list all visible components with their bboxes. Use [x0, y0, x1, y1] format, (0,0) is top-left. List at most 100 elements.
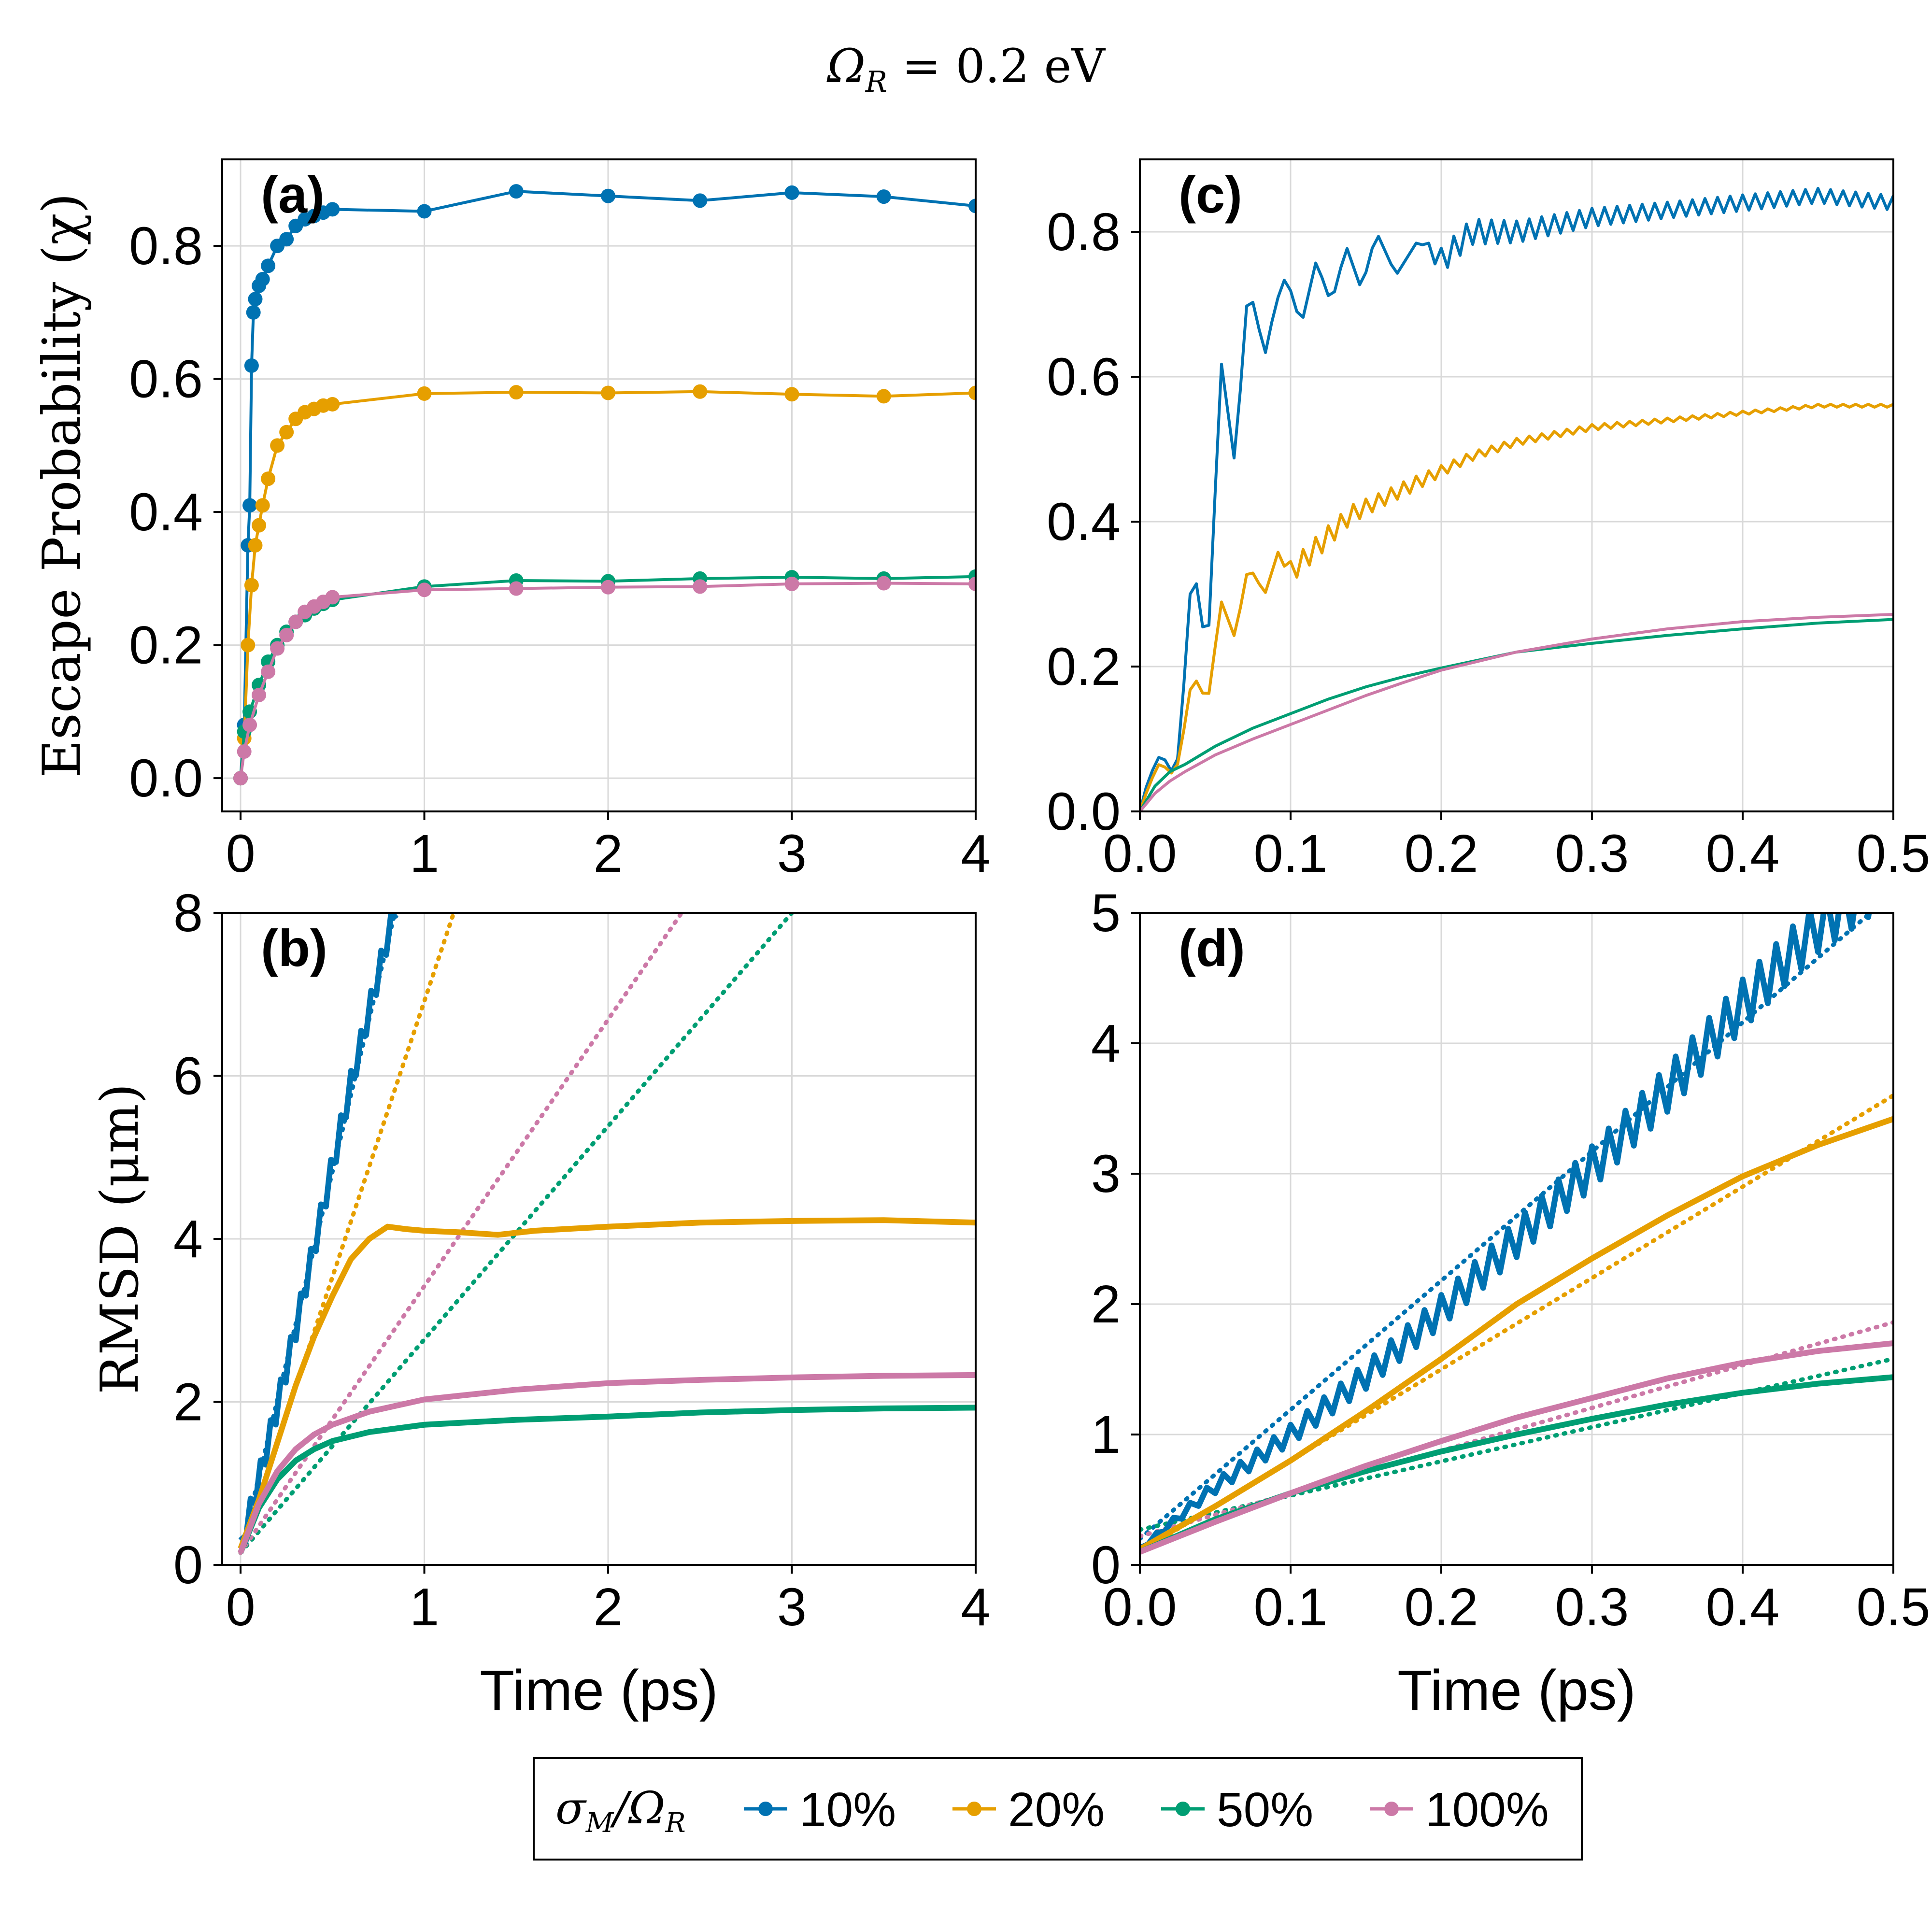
- x-tick-label: 1: [410, 824, 439, 883]
- data-point-20pct: [270, 438, 285, 453]
- y-tick-label: 2: [173, 1373, 203, 1432]
- series-line-100pct: [1140, 613, 1893, 811]
- data-point-100pct: [784, 576, 799, 591]
- data-point-100pct: [601, 580, 616, 595]
- x-tick-label: 0.5: [1857, 1577, 1931, 1637]
- series-line-10pct: [1140, 187, 1893, 811]
- data-point-20pct: [252, 518, 267, 533]
- legend-entry-label: 20%: [1008, 1783, 1105, 1837]
- x-tick-label: 0.2: [1405, 1577, 1478, 1637]
- series-line-10pct: [238, 913, 399, 1545]
- data-point-20pct: [693, 384, 708, 399]
- x-tick-label: 0.0: [1103, 824, 1177, 883]
- data-point-100pct: [261, 664, 276, 679]
- series-line-50pct: [238, 1405, 976, 1554]
- legend: σM/ΩR 10% 20% 50% 100%: [533, 1757, 1583, 1861]
- data-point-20pct: [241, 638, 256, 653]
- y-axis-label: RMSD (μm): [90, 1083, 150, 1394]
- data-point-20pct: [325, 397, 340, 412]
- data-point-20pct: [244, 578, 259, 593]
- y-tick-label: 4: [1091, 1014, 1121, 1073]
- data-point-100pct: [509, 581, 524, 596]
- data-point-20pct: [417, 386, 432, 401]
- figure-title: ΩR = 0.2 eV: [826, 39, 1106, 99]
- y-tick-label: 0.0: [1047, 782, 1121, 841]
- x-tick-label: 0.1: [1254, 1577, 1328, 1637]
- x-tick-label: 0.4: [1706, 1577, 1780, 1637]
- data-point-10pct: [242, 498, 257, 513]
- y-tick-label: 2: [1091, 1275, 1121, 1334]
- x-tick-label: 0.5: [1857, 824, 1931, 883]
- y-tick-label: 6: [173, 1047, 203, 1106]
- panel-label: (b): [261, 919, 327, 977]
- data-point-100pct: [233, 771, 248, 786]
- y-axis-label: Escape Probability (χ): [32, 193, 92, 778]
- data-point-20pct: [255, 498, 270, 513]
- x-tick-label: 3: [777, 824, 807, 883]
- x-tick-label: 0.4: [1706, 824, 1780, 883]
- panel-label: (a): [261, 165, 325, 224]
- fit-line-50-fit: [238, 913, 795, 1555]
- x-axis-label: Time (ps): [480, 1659, 718, 1722]
- legend-swatch-marker: [1384, 1802, 1399, 1816]
- series-line-10pct: [1140, 913, 1872, 1551]
- legend-entry-label: 50%: [1217, 1783, 1313, 1837]
- data-point-100pct: [288, 614, 303, 629]
- legend-swatch-marker: [758, 1802, 773, 1816]
- plot-area: [1140, 187, 1893, 811]
- y-tick-label: 0.2: [129, 616, 203, 675]
- plot-area: [233, 184, 976, 786]
- data-point-100pct: [325, 590, 340, 605]
- panel-c: 0.0 0.1 0.2 0.3 0.4 0.5 0.0 0.2 0.4 0.6 0.8 (c): [1047, 158, 1931, 883]
- data-point-10pct: [693, 193, 708, 208]
- data-point-10pct: [244, 358, 259, 373]
- y-tick-label: 0.0: [129, 749, 203, 808]
- x-tick-label: 4: [961, 1577, 990, 1637]
- data-point-10pct: [261, 258, 276, 273]
- data-point-100pct: [270, 641, 285, 656]
- data-point-100pct: [876, 576, 891, 591]
- series-line-20pct: [1140, 403, 1893, 811]
- y-tick-label: 0.4: [129, 483, 203, 542]
- data-point-100pct: [968, 576, 976, 591]
- data-point-100pct: [252, 687, 267, 702]
- y-tick-label: 3: [1091, 1144, 1121, 1204]
- x-tick-label: 0.3: [1555, 1577, 1629, 1637]
- data-point-10pct: [255, 271, 270, 286]
- x-tick-label: 0: [226, 1577, 255, 1637]
- series-line-20pct: [1140, 1116, 1893, 1552]
- series-line-100pct: [1140, 1340, 1893, 1555]
- data-point-100pct: [242, 717, 257, 732]
- series-line-50pct: [1140, 618, 1893, 811]
- axes-frame: [221, 158, 977, 812]
- data-point-20pct: [261, 471, 276, 486]
- panel-b: 0 1 2 3 4 0 2 4 6 8 (b) Time (ps) RMSD (μm): [90, 883, 991, 1722]
- x-tick-label: 0: [226, 824, 255, 883]
- series-line-20pct: [238, 1217, 976, 1550]
- legend-entries: 10% 20% 50% 100%: [744, 1783, 1549, 1837]
- y-tick-label: 1: [1091, 1405, 1121, 1464]
- data-point-100pct: [693, 579, 708, 594]
- data-point-10pct: [784, 185, 799, 200]
- y-tick-label: 0: [1091, 1535, 1121, 1595]
- y-tick-label: 4: [173, 1209, 203, 1269]
- series-line-100pct: [238, 1372, 976, 1554]
- legend-swatch-marker: [1176, 1802, 1190, 1816]
- y-tick-label: 0.2: [1047, 637, 1121, 696]
- legend-entry-label: 100%: [1425, 1783, 1549, 1837]
- x-tick-label: 1: [410, 1577, 439, 1637]
- data-point-100pct: [417, 582, 432, 597]
- data-point-20pct: [784, 387, 799, 402]
- y-tick-label: 0.8: [129, 216, 203, 276]
- data-point-10pct: [601, 188, 616, 203]
- data-point-10pct: [968, 199, 976, 213]
- data-point-10pct: [417, 204, 432, 219]
- y-tick-label: 8: [173, 883, 203, 943]
- y-tick-label: 0.6: [129, 350, 203, 409]
- data-point-10pct: [509, 184, 524, 199]
- y-tick-label: 0: [173, 1535, 203, 1595]
- data-point-20pct: [279, 425, 294, 440]
- series-line-10pct: [239, 190, 976, 779]
- x-tick-label: 3: [777, 1577, 807, 1637]
